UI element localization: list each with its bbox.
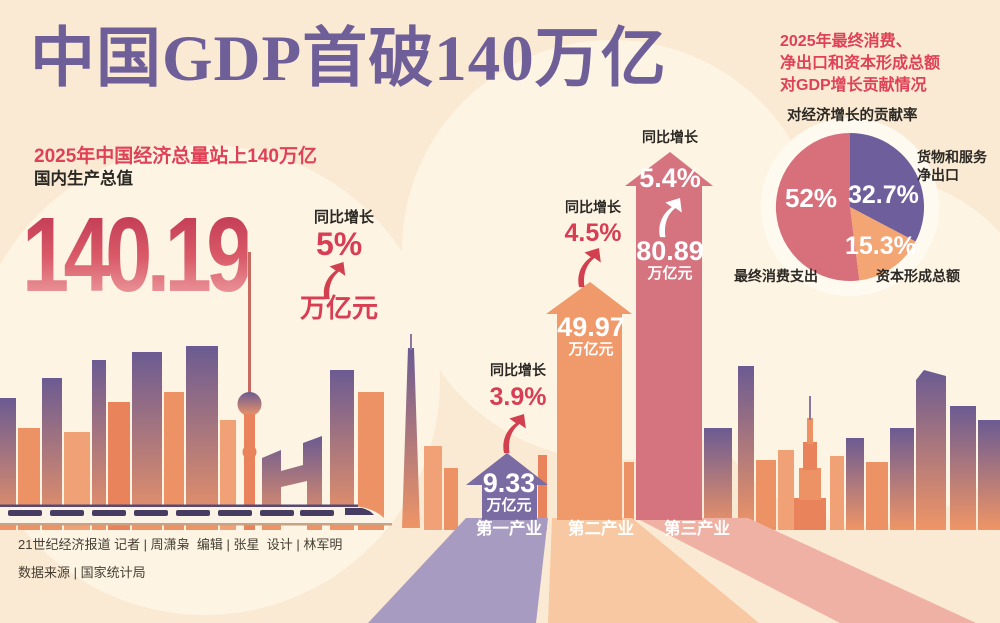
perspective-roads (368, 518, 976, 623)
pie-label-consumption: 最终消费支出 (734, 268, 818, 284)
pie-label-capital: 资本形成总额 (876, 268, 960, 284)
pie-label-net-export-line1: 货物和服务 (917, 149, 987, 165)
bar1-unit: 万亿元 (486, 497, 532, 514)
page-title: 中国GDP首破140万亿 (30, 23, 667, 95)
contribution-heading-line1: 2025年最终消费、 (780, 33, 912, 50)
growth-arrow-icon (323, 262, 346, 300)
pie-slice-consumption (775, 132, 860, 281)
contribution-pie (761, 118, 939, 296)
bar2-name: 第二产业 (568, 520, 634, 538)
bar2-growth-label: 同比增长 (565, 199, 621, 215)
contribution-heading: 2025年最终消费、 净出口和资本形成总额 对GDP增长贡献情况 (780, 31, 990, 97)
bar3-growth-label: 同比增长 (642, 129, 698, 145)
contribution-subtitle: 对经济增长的贡献率 (787, 108, 918, 124)
growth-arrow-icon (659, 198, 682, 238)
credits-line2: 数据来源 | 国家统计局 (18, 565, 146, 580)
bar-tertiary-industry (625, 152, 713, 520)
bar1-growth-value: 3.9% (489, 383, 547, 411)
bar3-value: 80.89 (636, 236, 704, 266)
gdp-heading: 2025年中国经济总量站上140万亿 (34, 146, 317, 167)
road-primary (368, 518, 548, 623)
bar1-growth-label: 同比增长 (490, 362, 546, 378)
growth-arrow-icon (578, 248, 601, 288)
gdp-value: 140.19 (22, 196, 253, 314)
pie-slice-net-export (850, 132, 925, 242)
canton-tower (402, 334, 420, 528)
pearl-tower (237, 252, 262, 530)
pie-value-consumption: 52% (784, 183, 838, 213)
bar3-growth-value: 5.4% (639, 163, 701, 193)
bar1-name: 第一产业 (476, 520, 542, 538)
city-skyline (0, 252, 1000, 530)
road-secondary (548, 518, 759, 623)
bar-primary-industry (466, 453, 548, 520)
industry-bars (466, 152, 713, 520)
gdp-growth-label: 同比增长 (314, 209, 375, 226)
contribution-heading-line2: 净出口和资本形成总额 (780, 55, 941, 72)
pie-label-net-export: 货物和服务 净出口 (917, 148, 997, 184)
gdp-unit: 万亿元 (300, 293, 379, 323)
pie-slice-capital (850, 207, 916, 281)
train (0, 504, 392, 526)
pagoda-tower (794, 396, 826, 530)
credits-line1: 21世纪经济报道 记者 | 周潇枭 编辑 | 张星 设计 | 林军明 (18, 537, 343, 552)
pie-value-net-export: 32.7% (848, 181, 919, 209)
gdp-growth-value: 5% (316, 226, 363, 262)
bar2-growth-value: 4.5% (564, 219, 622, 247)
bar3-unit: 万亿元 (647, 265, 693, 282)
bar2-value: 49.97 (557, 312, 625, 342)
gdp-label: 国内生产总值 (34, 170, 133, 188)
bar2-unit: 万亿元 (568, 341, 614, 358)
pie-value-capital: 15.3% (845, 232, 916, 260)
bar-secondary-industry (546, 282, 632, 520)
pie-label-net-export-line2: 净出口 (917, 167, 959, 183)
growth-arrow-icon (503, 414, 526, 454)
bar1-value: 9.33 (482, 468, 536, 498)
road-tertiary (636, 518, 976, 623)
contribution-heading-line3: 对GDP增长贡献情况 (780, 77, 927, 94)
bar3-name: 第三产业 (664, 520, 730, 538)
